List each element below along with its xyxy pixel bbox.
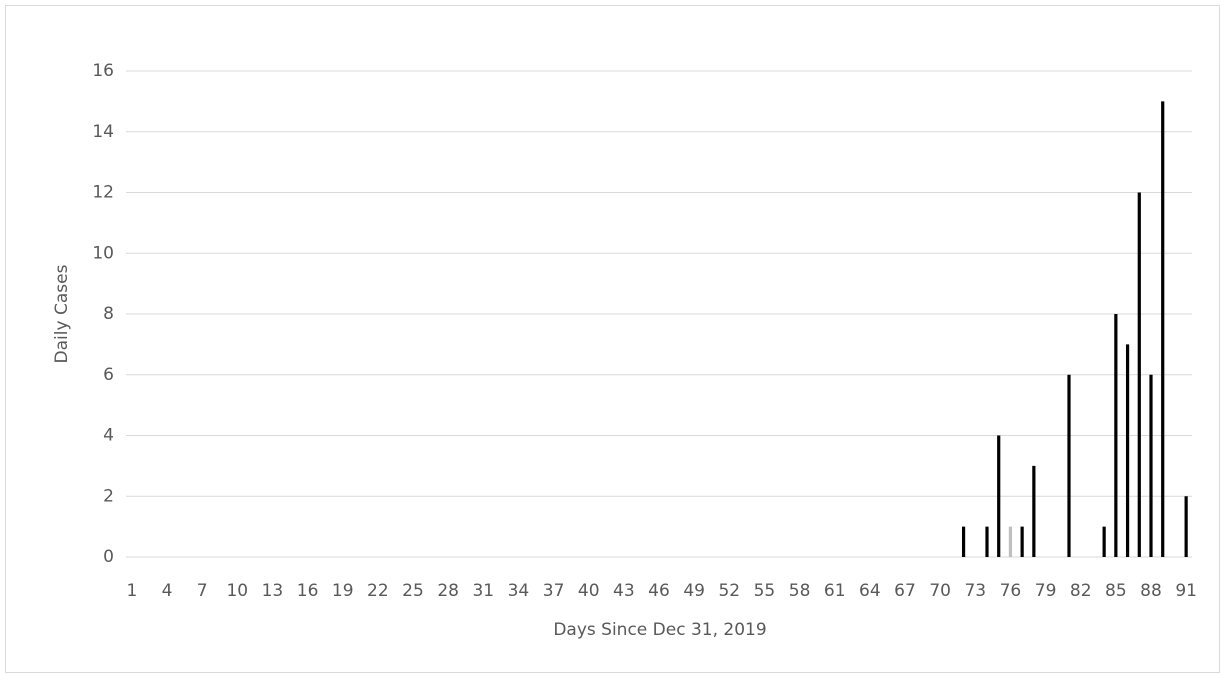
x-tick-label: 73 (964, 581, 986, 601)
x-tick-label: 28 (437, 581, 459, 601)
y-tick-label: 16 (92, 61, 114, 81)
x-tick-label: 67 (894, 581, 916, 601)
x-tick-label: 82 (1070, 581, 1092, 601)
x-tick-label: 55 (754, 581, 776, 601)
x-tick-label: 46 (648, 581, 670, 601)
x-tick-label: 34 (508, 581, 530, 601)
bar (1008, 526, 1013, 557)
y-tick-label: 0 (103, 547, 114, 567)
chart-frame (5, 5, 1220, 673)
x-tick-label: 4 (162, 581, 173, 601)
x-tick-label: 58 (789, 581, 811, 601)
x-tick-label: 64 (859, 581, 881, 601)
x-tick-label: 43 (613, 581, 635, 601)
x-tick-label: 13 (262, 581, 284, 601)
y-tick-label: 4 (103, 426, 114, 446)
bar (997, 435, 1001, 557)
bar (1020, 526, 1024, 557)
x-tick-label: 49 (683, 581, 705, 601)
x-tick-label: 37 (543, 581, 565, 601)
x-tick-label: 79 (1035, 581, 1057, 601)
x-tick-label: 70 (929, 581, 951, 601)
y-tick-label: 10 (92, 243, 114, 263)
y-tick-label: 2 (103, 486, 114, 506)
bar (1032, 465, 1036, 557)
y-tick-label: 8 (103, 304, 114, 324)
x-tick-label: 61 (824, 581, 846, 601)
x-tick-label: 1 (126, 581, 137, 601)
x-tick-label: 40 (578, 581, 600, 601)
x-axis-title: Days Since Dec 31, 2019 (553, 620, 766, 640)
bar (1184, 496, 1188, 557)
bar (1149, 374, 1153, 557)
y-tick-label: 12 (92, 183, 114, 203)
x-tick-label: 10 (226, 581, 248, 601)
y-tick-label: 6 (103, 365, 114, 385)
x-tick-label: 52 (718, 581, 740, 601)
x-tick-label: 22 (367, 581, 389, 601)
y-tick-label: 14 (92, 122, 114, 142)
x-tick-label: 7 (197, 581, 208, 601)
y-axis-title: Daily Cases (52, 264, 72, 363)
x-tick-label: 76 (1000, 581, 1022, 601)
bar (1161, 101, 1165, 557)
x-tick-label: 25 (402, 581, 424, 601)
x-tick-label: 85 (1105, 581, 1127, 601)
bar (1137, 192, 1141, 557)
x-tick-label: 88 (1140, 581, 1162, 601)
x-tick-label: 91 (1175, 581, 1197, 601)
bar (985, 526, 989, 557)
x-tick-label: 19 (332, 581, 354, 601)
bar (1114, 314, 1118, 557)
bar (1102, 526, 1106, 557)
x-tick-label: 16 (297, 581, 319, 601)
bar (1067, 374, 1071, 557)
x-tick-label: 31 (472, 581, 494, 601)
bar (961, 526, 966, 557)
bar (1125, 344, 1130, 557)
